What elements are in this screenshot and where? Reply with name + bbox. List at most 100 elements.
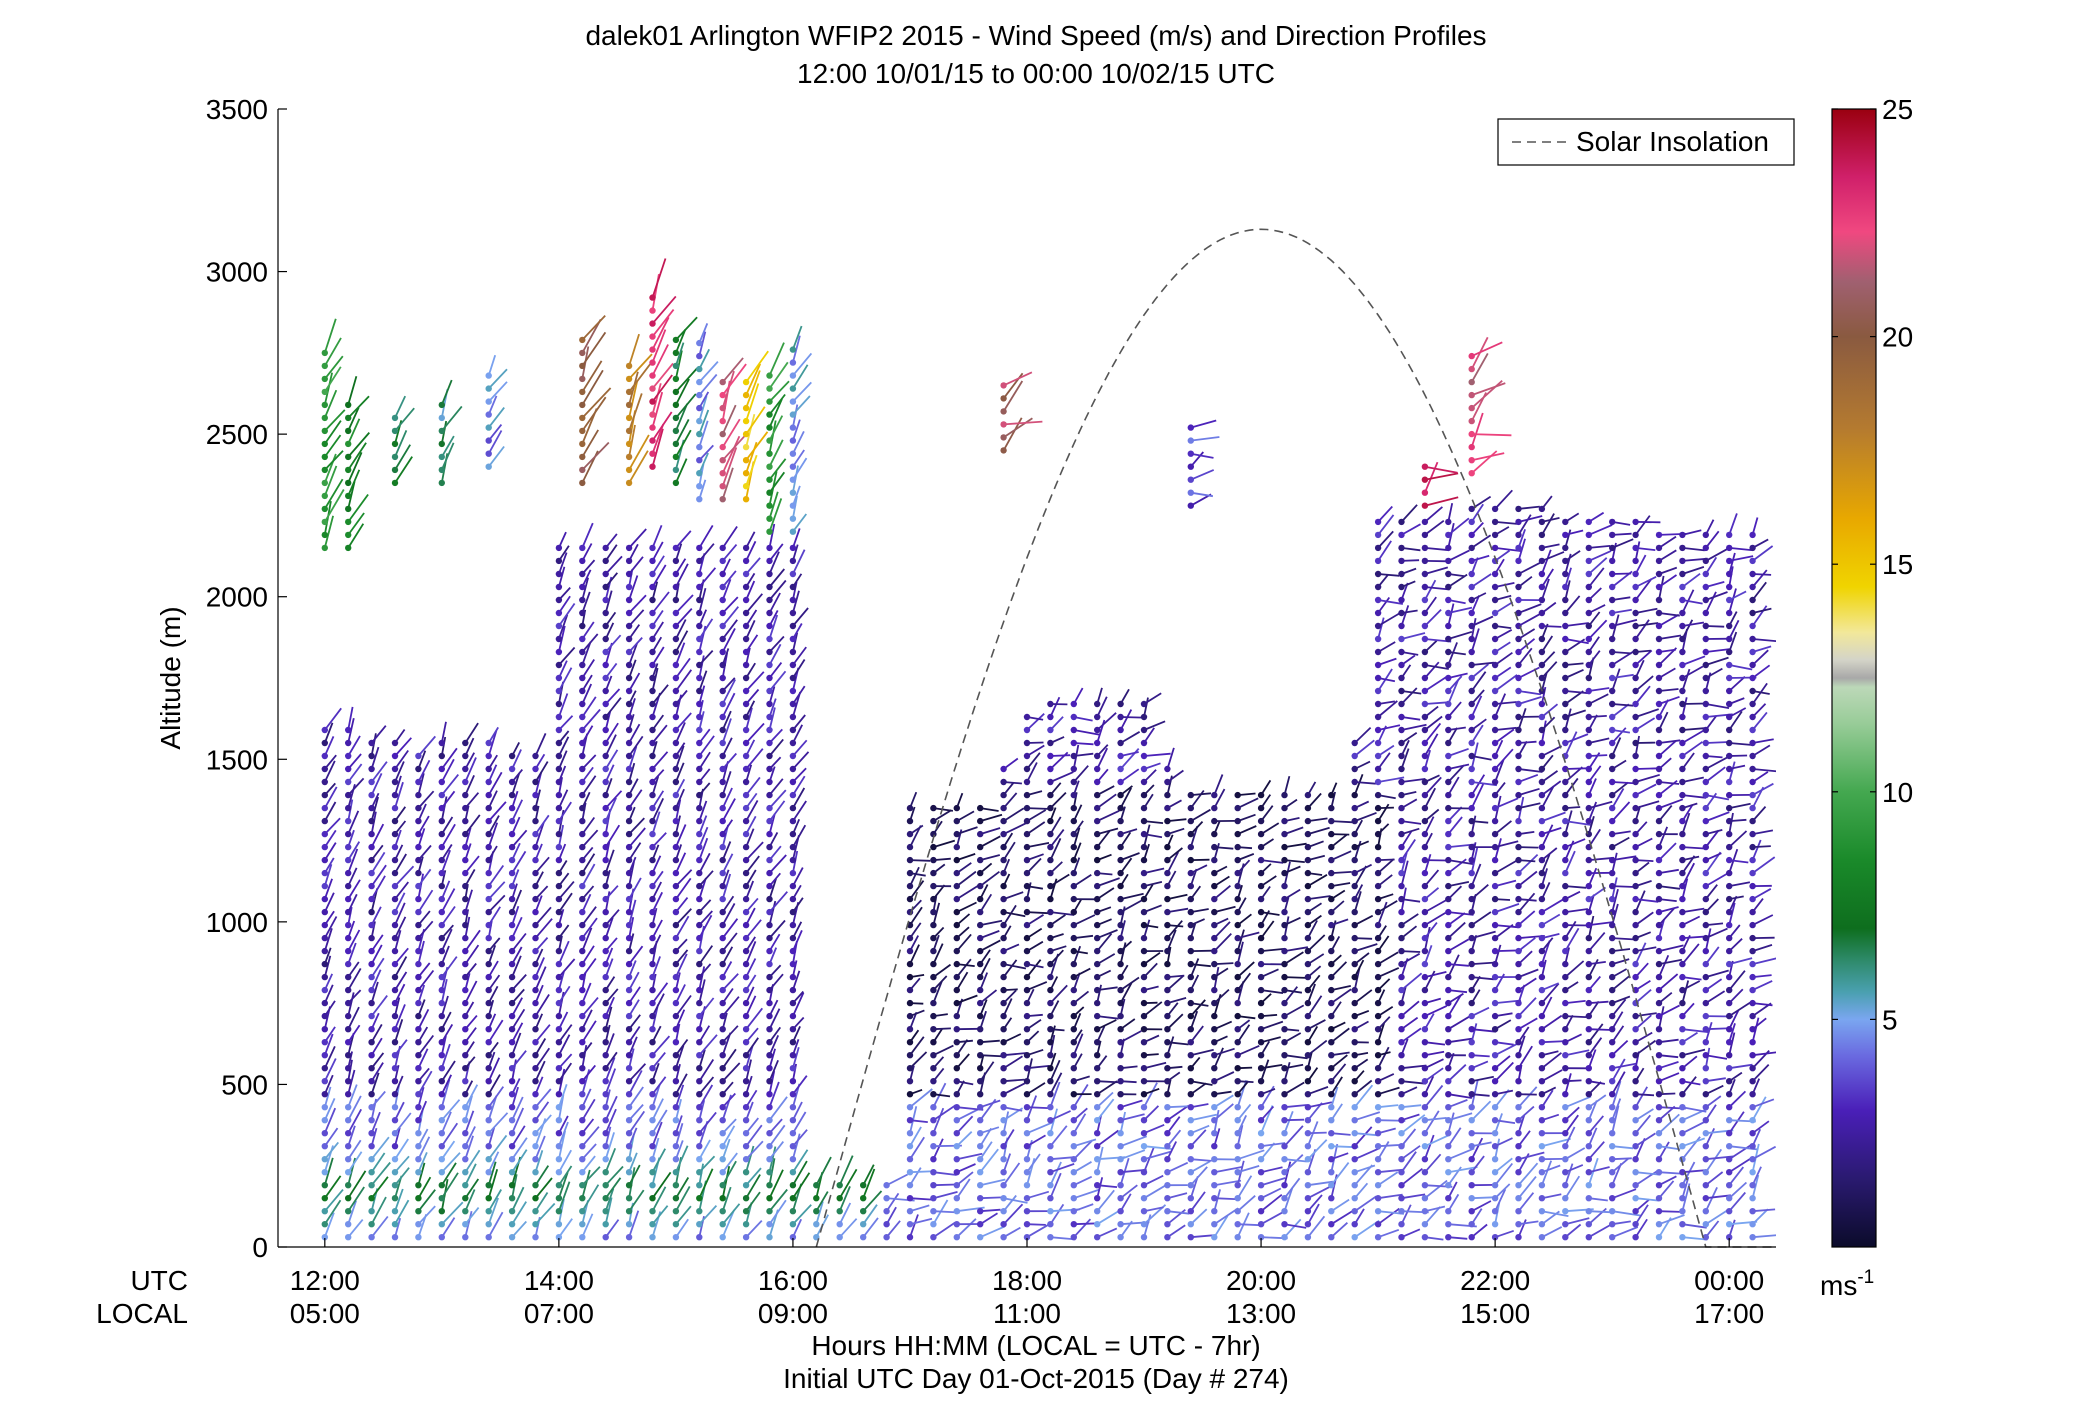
wind-barb-shaft bbox=[1658, 613, 1680, 627]
wind-barb-shaft bbox=[862, 1164, 875, 1186]
wind-barb-point bbox=[368, 791, 375, 799]
wind-barb-point bbox=[1117, 921, 1124, 929]
wind-barb-point bbox=[1632, 843, 1639, 851]
wind-barb-shaft bbox=[1166, 847, 1183, 861]
wind-barb-point bbox=[321, 830, 328, 838]
wind-barb-shaft bbox=[1658, 826, 1669, 848]
wind-barb-shaft bbox=[956, 1163, 976, 1174]
wind-barb-point bbox=[1234, 921, 1241, 929]
wind-barb-shaft bbox=[1096, 747, 1109, 770]
chart-title: dalek01 Arlington WFIP2 2015 - Wind Spee… bbox=[585, 20, 1486, 51]
wind-barb-point bbox=[625, 1221, 633, 1228]
wind-barb-shaft bbox=[534, 906, 552, 926]
wind-barb-point bbox=[1679, 1143, 1686, 1150]
wind-barb-point bbox=[742, 1052, 750, 1059]
wind-barb-point bbox=[1257, 960, 1265, 968]
wind-barb-shaft bbox=[370, 761, 388, 783]
wind-barb-shaft bbox=[980, 1039, 1000, 1044]
wind-barb-point bbox=[555, 895, 563, 903]
wind-barb-point bbox=[1585, 817, 1593, 825]
wind-barb-point bbox=[508, 843, 516, 851]
wind-barb-point bbox=[1164, 1169, 1171, 1176]
wind-barb-shaft bbox=[605, 688, 621, 705]
wind-barb-point bbox=[625, 1143, 633, 1150]
wind-barb-shaft bbox=[324, 916, 338, 939]
wind-barb-point bbox=[415, 999, 422, 1007]
wind-barb-point bbox=[1515, 596, 1522, 604]
wind-barb-point bbox=[1585, 674, 1593, 682]
wind-barb-shaft bbox=[1354, 739, 1375, 757]
wind-barb-shaft bbox=[347, 1170, 367, 1199]
wind-barb-point bbox=[368, 1104, 375, 1111]
wind-barb-point bbox=[345, 830, 352, 838]
wind-barb-shaft bbox=[440, 995, 449, 1017]
wind-barb-point bbox=[345, 752, 352, 760]
wind-barb-shaft bbox=[1447, 806, 1463, 822]
wind-barb-shaft bbox=[487, 771, 503, 796]
wind-barb-shaft bbox=[464, 980, 478, 1004]
wind-barb-point bbox=[1562, 869, 1569, 877]
wind-barb-point bbox=[930, 1039, 937, 1046]
wind-barb-point bbox=[602, 1182, 609, 1189]
wind-barb-point bbox=[1491, 570, 1499, 578]
wind-barb-point bbox=[1468, 765, 1475, 773]
wind-barb-point bbox=[555, 1065, 563, 1072]
wind-barb-point bbox=[789, 921, 797, 929]
wind-barb-point bbox=[1070, 1182, 1078, 1189]
wind-barb-point bbox=[1234, 817, 1241, 825]
wind-barb-shaft bbox=[1494, 601, 1514, 614]
wind-barb-shaft bbox=[417, 790, 435, 809]
wind-barb-point bbox=[1515, 882, 1522, 890]
wind-barb-shaft bbox=[347, 867, 358, 887]
wind-barb-point bbox=[1117, 882, 1124, 890]
wind-barb-point bbox=[1070, 882, 1078, 890]
wind-barb-point bbox=[1445, 869, 1452, 877]
wind-barb-shaft bbox=[441, 1099, 461, 1121]
wind-barb-shaft bbox=[1400, 605, 1410, 627]
wind-barb-point bbox=[462, 947, 469, 955]
wind-barb-shaft bbox=[534, 733, 547, 757]
wind-barb-point bbox=[579, 674, 586, 682]
wind-barb-shaft bbox=[1377, 1086, 1400, 1096]
wind-barb-point bbox=[602, 1078, 609, 1085]
wind-barb-point bbox=[696, 1052, 703, 1059]
wind-barb-shaft bbox=[1658, 958, 1683, 965]
wind-barb-point bbox=[485, 908, 492, 916]
wind-barb-point bbox=[1140, 1143, 1148, 1150]
wind-barb-point bbox=[789, 700, 797, 708]
wind-barb-point bbox=[742, 687, 750, 695]
wind-barb-shaft bbox=[464, 1135, 474, 1160]
wind-barb-point bbox=[719, 1169, 726, 1176]
wind-barb-point bbox=[1094, 1156, 1101, 1163]
wind-barb-point bbox=[672, 895, 680, 903]
wind-barb-shaft bbox=[347, 1069, 356, 1095]
wind-barb-point bbox=[789, 908, 797, 916]
wind-barb-shaft bbox=[440, 928, 453, 952]
wind-barb-point bbox=[906, 973, 914, 981]
wind-barb-point bbox=[649, 960, 656, 968]
wind-barb-shaft bbox=[1658, 740, 1677, 757]
wind-barb-point bbox=[391, 1169, 399, 1176]
wind-barb-shaft bbox=[1307, 874, 1328, 887]
wind-barb-point bbox=[1515, 726, 1522, 734]
wind-barb-point bbox=[766, 544, 773, 552]
wind-barb-point bbox=[1023, 804, 1031, 812]
wind-barb-point bbox=[345, 1130, 352, 1137]
wind-barb-point bbox=[1140, 1039, 1148, 1046]
wind-barb-shaft bbox=[394, 1217, 402, 1238]
wind-barb-shaft bbox=[792, 992, 805, 1017]
wind-barb-shaft bbox=[698, 711, 705, 731]
wind-barb-point bbox=[1585, 609, 1593, 617]
wind-barb-shaft bbox=[1470, 1023, 1478, 1043]
wind-barb-point bbox=[1047, 739, 1054, 747]
wind-barb-shaft bbox=[1658, 1145, 1681, 1151]
wind-barb-point bbox=[930, 1208, 937, 1215]
wind-barb-shaft bbox=[511, 997, 523, 1017]
wind-barb-point bbox=[742, 713, 750, 721]
wind-barb-point bbox=[930, 1156, 937, 1163]
wind-barb-shaft bbox=[768, 1096, 788, 1121]
wind-barb-point bbox=[906, 1078, 914, 1085]
wind-barb-shaft bbox=[1401, 1228, 1421, 1239]
wind-barb-shaft bbox=[324, 817, 341, 835]
wind-barb-point bbox=[1538, 518, 1546, 526]
